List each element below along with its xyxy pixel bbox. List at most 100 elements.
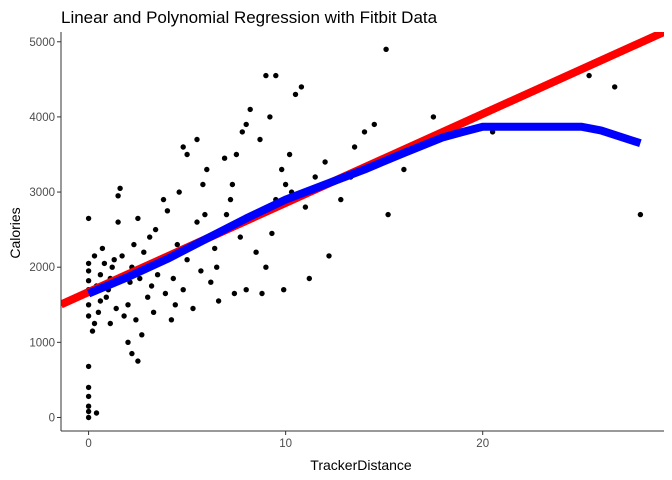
data-point <box>273 72 279 79</box>
data-point <box>180 287 186 293</box>
data-point <box>298 84 305 90</box>
data-point <box>97 272 104 278</box>
y-tick-label: 2000 <box>29 262 55 274</box>
data-point <box>204 166 210 173</box>
data-point <box>115 193 121 199</box>
data-point <box>85 278 92 284</box>
axes: 0 10 20 0 1000 2000 3000 4000 5000 <box>29 32 664 450</box>
data-point <box>111 257 117 263</box>
data-point <box>263 72 269 79</box>
data-point <box>85 260 92 267</box>
data-point <box>160 196 167 203</box>
data-point <box>109 264 115 270</box>
data-point <box>253 249 259 255</box>
data-point <box>168 317 175 323</box>
data-point <box>85 384 92 391</box>
data-point <box>129 350 135 357</box>
data-point <box>292 91 299 98</box>
y-axis-title: Calories <box>7 207 23 258</box>
data-point <box>141 249 147 255</box>
data-point <box>371 121 377 128</box>
data-point <box>164 208 171 214</box>
x-tick-label: 0 <box>85 438 91 450</box>
data-point <box>223 211 230 218</box>
data-point <box>107 320 114 327</box>
data-point <box>184 151 190 158</box>
data-point <box>85 215 92 222</box>
data-point <box>125 339 131 345</box>
data-point <box>282 181 289 188</box>
data-point <box>202 211 208 218</box>
data-point <box>208 279 214 285</box>
data-point <box>135 358 141 364</box>
data-point <box>119 253 125 259</box>
data-point <box>259 290 265 297</box>
data-point <box>91 253 98 259</box>
data-point <box>198 268 204 274</box>
data-point <box>430 114 437 120</box>
data-point <box>326 253 332 259</box>
data-point <box>99 245 106 252</box>
data-point <box>85 313 92 319</box>
data-point <box>139 332 145 338</box>
data-point <box>214 264 220 270</box>
data-point <box>121 313 127 319</box>
y-tick-label: 1000 <box>29 337 55 349</box>
data-point <box>322 159 328 165</box>
data-point <box>172 302 178 308</box>
data-point <box>338 196 344 203</box>
data-point <box>194 219 200 225</box>
data-point <box>243 121 249 128</box>
data-point <box>91 320 98 327</box>
data-point <box>145 294 151 300</box>
data-point <box>180 144 186 150</box>
data-point <box>306 275 312 282</box>
data-point <box>85 393 92 400</box>
data-point <box>147 234 153 240</box>
plot-area <box>61 32 664 421</box>
data-point <box>85 268 92 274</box>
data-point <box>113 305 119 312</box>
data-point <box>221 155 228 161</box>
y-tick-label: 4000 <box>29 112 55 124</box>
data-point <box>85 408 92 415</box>
data-point <box>612 84 618 90</box>
data-point <box>184 257 190 263</box>
data-point <box>637 211 644 218</box>
data-point <box>231 290 238 297</box>
data-point <box>401 166 407 173</box>
data-point <box>281 287 287 293</box>
data-point <box>170 275 176 282</box>
data-point <box>89 328 96 334</box>
data-point <box>125 302 131 308</box>
data-point <box>154 272 161 278</box>
x-tick-label: 10 <box>279 438 292 450</box>
polynomial-fit-line <box>87 122 642 298</box>
data-point <box>239 129 245 135</box>
data-point <box>117 185 123 191</box>
data-point <box>269 230 275 237</box>
data-point <box>85 403 92 409</box>
data-point <box>227 196 234 203</box>
data-point <box>200 181 206 188</box>
data-point <box>286 151 293 158</box>
x-tick-label: 20 <box>476 438 489 450</box>
data-point <box>212 245 218 252</box>
data-point <box>194 136 200 143</box>
data-point <box>190 305 196 312</box>
y-tick-label: 5000 <box>29 37 55 49</box>
data-point <box>152 226 159 233</box>
data-point <box>135 215 141 222</box>
data-point <box>237 234 243 240</box>
data-point <box>162 290 169 297</box>
data-point <box>174 241 180 248</box>
data-point <box>302 204 309 210</box>
data-point <box>93 410 100 416</box>
data-point <box>243 287 249 293</box>
y-tick-label: 0 <box>49 412 55 424</box>
data-point <box>257 136 263 143</box>
data-point <box>131 241 137 248</box>
data-point <box>385 211 391 218</box>
